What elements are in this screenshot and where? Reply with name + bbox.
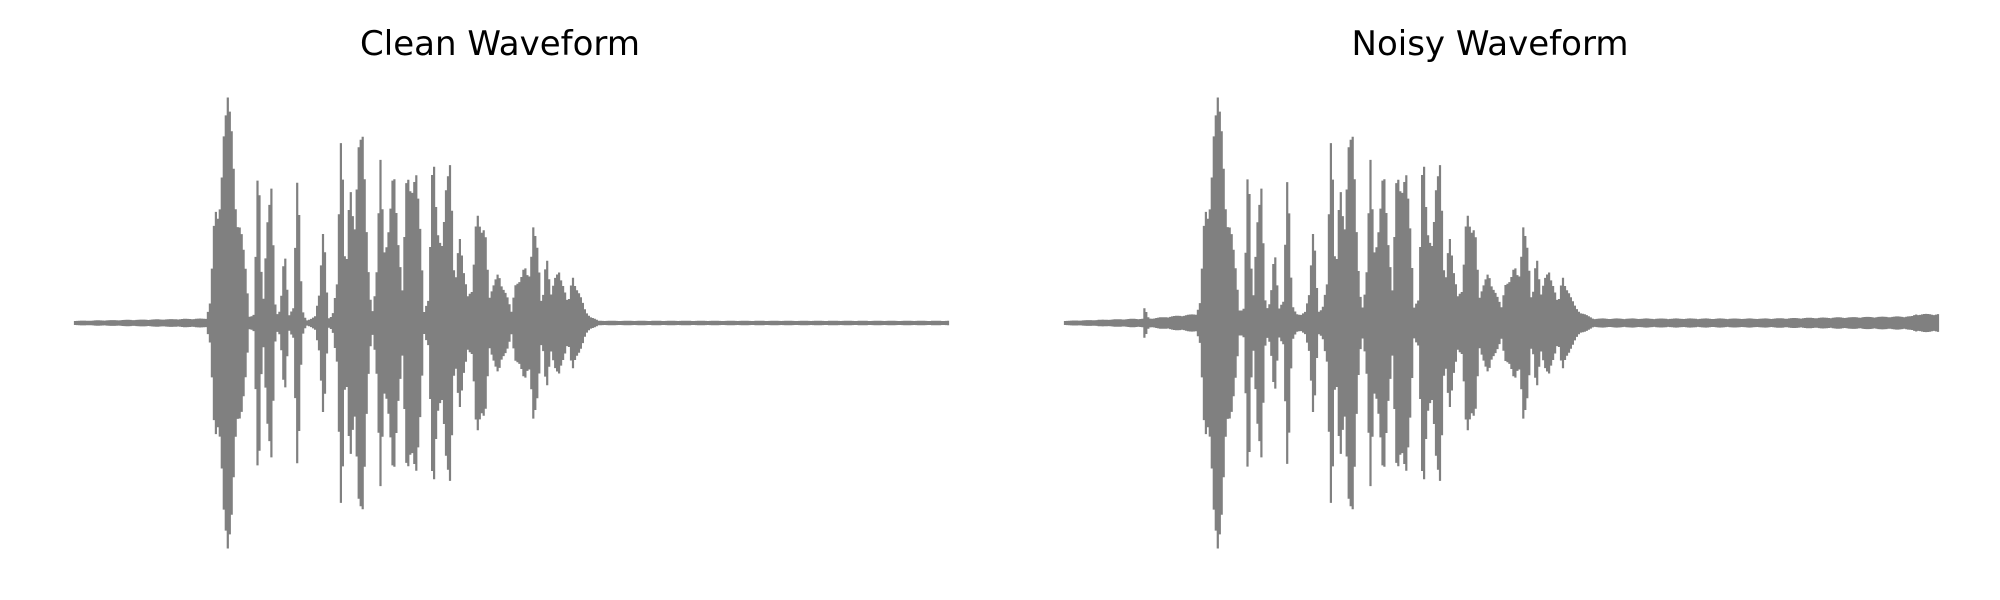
waveform-amplitude <box>1063 97 1940 549</box>
noisy-waveform-title: Noisy Waveform <box>1351 24 1629 64</box>
waveform-series <box>1063 97 1940 549</box>
noisy-waveform-chart <box>1063 97 1940 549</box>
waveform-amplitude <box>73 97 950 549</box>
waveform-series <box>73 97 950 549</box>
noisy-waveform-panel: Noisy Waveform <box>990 0 1990 600</box>
clean-waveform-chart <box>73 97 950 549</box>
clean-waveform-title: Clean Waveform <box>360 24 640 64</box>
clean-waveform-panel: Clean Waveform <box>73 24 950 549</box>
